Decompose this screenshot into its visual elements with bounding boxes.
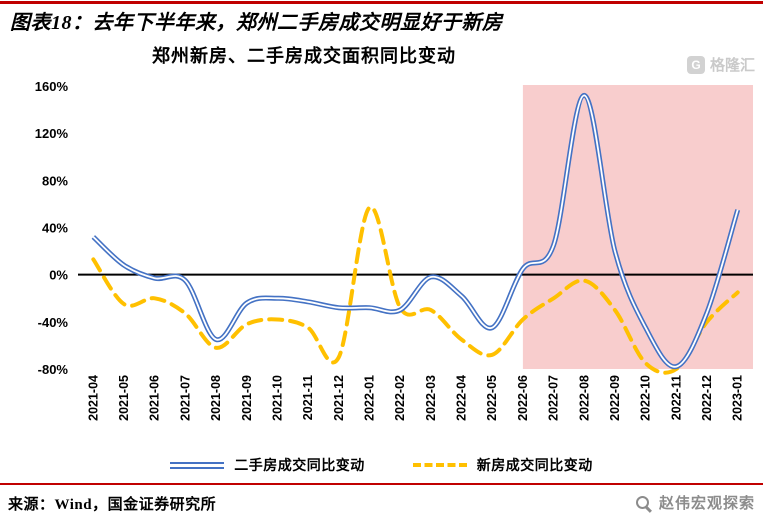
svg-text:2022-11: 2022-11 — [669, 375, 683, 420]
svg-text:2022-07: 2022-07 — [547, 375, 561, 421]
yellow-dashed-line-sample — [412, 463, 467, 467]
svg-text:2021-08: 2021-08 — [209, 375, 223, 421]
svg-text:160%: 160% — [35, 79, 69, 94]
legend-label-newhome: 新房成交同比变动 — [476, 459, 593, 474]
chart-legend: 二手房成交同比变动 新房成交同比变动 — [0, 455, 763, 475]
account-watermark: 赵伟宏观探索 — [635, 492, 755, 513]
svg-text:2022-08: 2022-08 — [577, 375, 591, 421]
svg-text:2021-05: 2021-05 — [117, 375, 131, 421]
source-note: 来源：Wind，国金证券研究所 — [8, 497, 217, 513]
gelonghui-logo-icon: G — [686, 55, 705, 74]
svg-text:2021-11: 2021-11 — [301, 375, 315, 420]
bottom-rule — [0, 483, 763, 485]
top-rule — [0, 1, 763, 4]
svg-text:2021-04: 2021-04 — [86, 375, 100, 421]
svg-text:2022-01: 2022-01 — [362, 375, 376, 421]
legend-label-secondhand: 二手房成交同比变动 — [234, 459, 365, 474]
line-chart: 160% 120% 80% 40% 0% -40% -80% 2021-04 2021-05 20… — [35, 79, 753, 421]
blue-double-line-sample — [170, 461, 225, 469]
svg-text:2022-06: 2022-06 — [516, 375, 530, 421]
chart-watermark-text: 格隆汇 — [709, 57, 755, 74]
svg-text:2021-09: 2021-09 — [240, 375, 254, 421]
svg-text:120%: 120% — [35, 126, 69, 141]
chart-watermark: G 格隆汇 — [686, 54, 755, 75]
svg-text:2022-10: 2022-10 — [639, 375, 653, 421]
chart-title: 郑州新房、二手房成交面积同比变动 — [152, 46, 456, 66]
svg-text:80%: 80% — [42, 173, 68, 188]
svg-text:0%: 0% — [49, 268, 68, 283]
svg-text:2021-10: 2021-10 — [270, 375, 284, 421]
svg-text:2022-02: 2022-02 — [393, 375, 407, 421]
figure-caption: 图表18：去年下半年来，郑州二手房成交明显好于新房 — [10, 12, 503, 34]
svg-text:40%: 40% — [42, 221, 68, 236]
svg-text:2023-01: 2023-01 — [731, 375, 745, 421]
svg-text:2022-12: 2022-12 — [700, 375, 714, 421]
svg-text:2021-12: 2021-12 — [332, 375, 346, 421]
legend-item-newhome: 新房成交同比变动 — [412, 455, 593, 475]
svg-text:2021-06: 2021-06 — [148, 375, 162, 421]
svg-text:2021-07: 2021-07 — [178, 375, 192, 421]
svg-text:-80%: -80% — [38, 362, 69, 377]
svg-text:2022-05: 2022-05 — [485, 375, 499, 421]
account-watermark-text: 赵伟宏观探索 — [658, 495, 755, 512]
svg-text:2022-04: 2022-04 — [455, 375, 469, 421]
svg-text:2022-09: 2022-09 — [608, 375, 622, 421]
svg-text:2022-03: 2022-03 — [424, 375, 438, 421]
magnifier-icon — [635, 496, 649, 509]
legend-item-secondhand: 二手房成交同比变动 — [170, 455, 365, 475]
svg-text:-40%: -40% — [38, 315, 69, 330]
